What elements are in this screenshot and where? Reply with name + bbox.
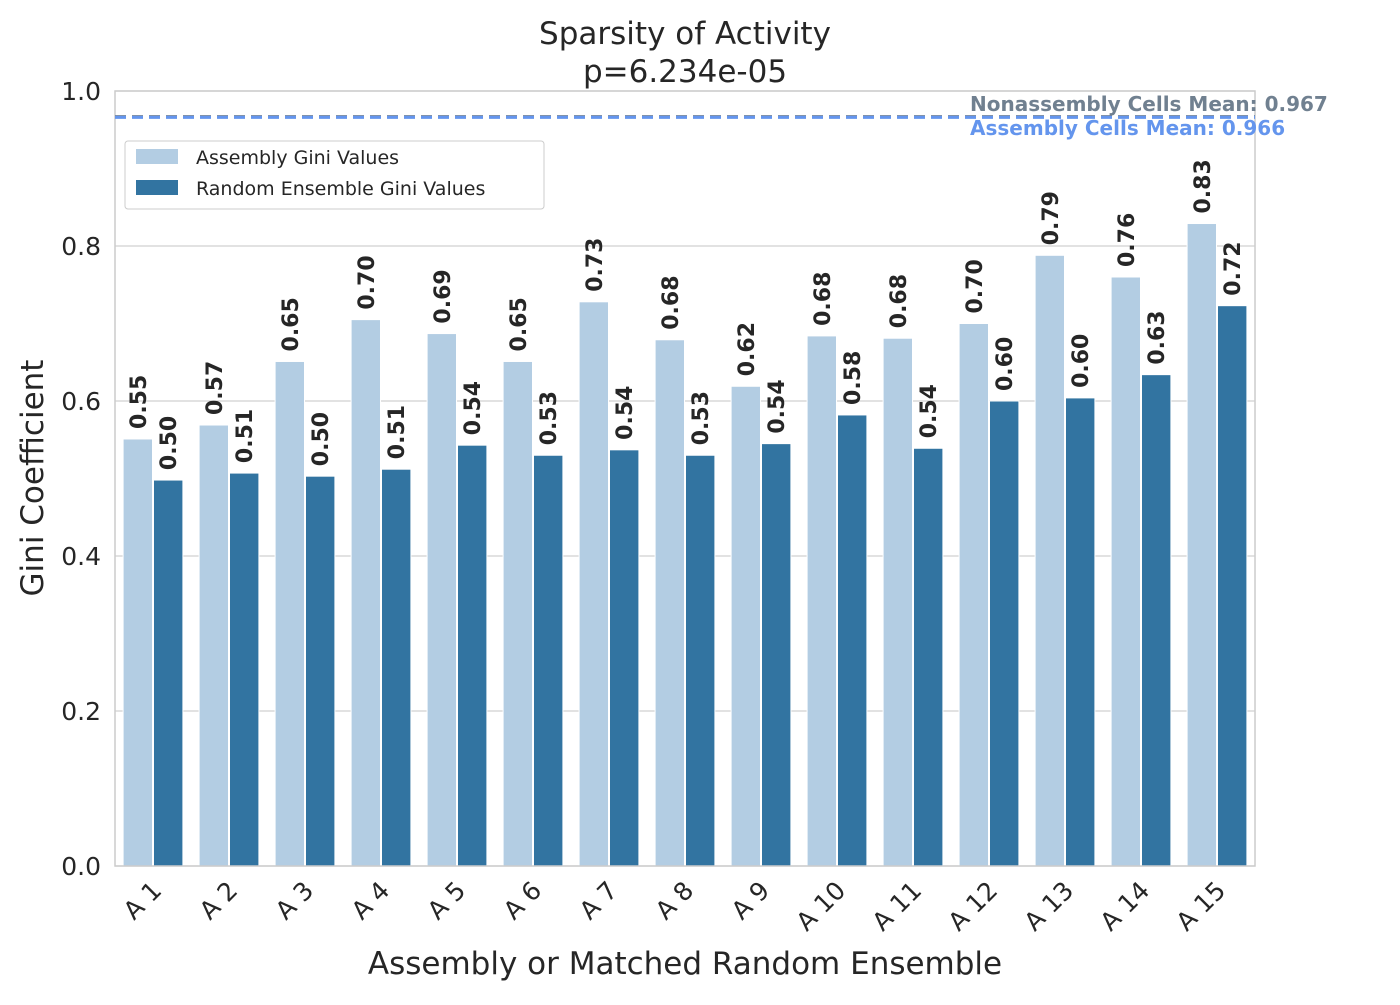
y-tick-label: 0.8 — [61, 232, 101, 261]
bar-assembly — [350, 319, 382, 867]
chart-title: Sparsity of Activity — [539, 16, 831, 52]
bar-value-label: 0.62 — [735, 322, 760, 376]
x-tick-label: A 9 — [726, 876, 775, 925]
bar-random — [609, 449, 640, 867]
bar-value-label: 0.50 — [157, 416, 182, 470]
bar-random — [1217, 305, 1248, 867]
bar-random — [913, 447, 944, 867]
bar-value-label: 0.58 — [841, 351, 866, 405]
y-tick-label: 1.0 — [61, 77, 101, 106]
bar-random — [1065, 397, 1096, 867]
bar-value-label: 0.50 — [309, 412, 334, 466]
legend-swatch — [136, 149, 178, 164]
bar-random — [457, 444, 488, 867]
bar-assembly — [198, 424, 230, 867]
bar-value-label: 0.79 — [1039, 191, 1064, 245]
mean-reference-label: Nonassembly Cells Mean: 0.967 — [970, 92, 1328, 116]
bar-value-label: 0.53 — [537, 391, 562, 445]
bar-assembly — [1110, 276, 1141, 867]
bar-value-label: 0.65 — [507, 297, 532, 351]
bar-value-label: 0.51 — [233, 409, 258, 463]
bar-value-label: 0.68 — [887, 274, 912, 328]
mean-reference-label: Assembly Cells Mean: 0.966 — [970, 116, 1285, 140]
y-tick-label: 0.6 — [61, 387, 101, 416]
bar-value-label: 0.76 — [1115, 213, 1140, 267]
bar-value-label: 0.54 — [765, 379, 790, 433]
bar-value-label: 0.51 — [385, 405, 410, 459]
bar-random — [229, 472, 260, 867]
bar-value-label: 0.54 — [917, 384, 942, 438]
legend-item-label: Assembly Gini Values — [196, 147, 399, 169]
bar-random — [761, 443, 792, 867]
y-tick-label: 0.0 — [61, 852, 101, 881]
bar-value-label: 0.73 — [583, 238, 608, 292]
y-tick-label: 0.2 — [61, 697, 101, 726]
bar-random — [685, 454, 716, 867]
legend-item-label: Random Ensemble Gini Values — [196, 178, 485, 200]
x-tick-label: A 10 — [791, 876, 852, 937]
bar-assembly — [882, 337, 913, 867]
x-tick-label: A 8 — [650, 876, 699, 925]
bar-value-label: 0.68 — [811, 272, 836, 326]
bar-random — [153, 479, 184, 867]
y-tick-label: 0.4 — [61, 542, 101, 571]
bar-value-label: 0.63 — [1145, 310, 1170, 364]
bar-assembly — [426, 333, 458, 867]
bar-random — [1141, 374, 1172, 867]
bar-assembly — [578, 301, 609, 867]
bar-value-label: 0.65 — [279, 297, 304, 351]
x-tick-label: A 3 — [270, 876, 319, 925]
bar-assembly — [122, 438, 153, 867]
plot-frame — [114, 90, 1256, 867]
x-tick-label: A 14 — [1095, 876, 1156, 937]
bar-value-label: 0.54 — [461, 381, 486, 435]
legend-box — [124, 140, 545, 210]
bar-value-label: 0.70 — [963, 259, 988, 313]
x-tick-label: A 1 — [118, 876, 167, 925]
x-tick-label: A 2 — [194, 876, 243, 925]
legend-swatch — [136, 180, 178, 195]
x-tick-label: A 7 — [574, 876, 623, 925]
bar-assembly — [274, 360, 306, 867]
bar-value-label: 0.69 — [431, 269, 456, 323]
chart-subtitle: p=6.234e-05 — [583, 54, 787, 90]
bar-assembly — [502, 360, 534, 867]
bar-assembly — [1186, 223, 1217, 867]
bar-assembly — [958, 323, 989, 867]
bar-random — [989, 400, 1020, 867]
x-axis-label: Assembly or Matched Random Ensemble — [368, 946, 1002, 982]
x-tick-label: A 15 — [1171, 876, 1232, 937]
bar-random — [533, 454, 564, 867]
bar-value-label: 0.72 — [1221, 241, 1246, 295]
bar-value-label: 0.57 — [203, 361, 228, 415]
bar-value-label: 0.55 — [127, 375, 152, 429]
x-tick-label: A 6 — [498, 876, 547, 925]
bar-value-label: 0.68 — [659, 275, 684, 329]
bar-random — [381, 468, 412, 867]
bar-random — [837, 414, 868, 867]
x-tick-label: A 11 — [867, 876, 928, 937]
bar-value-label: 0.60 — [1069, 334, 1094, 388]
y-axis-label: Gini Coefficient — [15, 360, 51, 597]
x-tick-label: A 12 — [943, 876, 1004, 937]
bar-value-label: 0.83 — [1191, 159, 1216, 213]
x-tick-label: A 13 — [1019, 876, 1080, 937]
bar-random — [305, 475, 336, 867]
bar-value-label: 0.70 — [355, 255, 380, 309]
x-tick-label: A 5 — [422, 876, 471, 925]
bar-assembly — [806, 335, 837, 867]
bar-value-label: 0.54 — [613, 386, 638, 440]
bar-assembly — [654, 339, 685, 867]
x-tick-label: A 4 — [346, 876, 395, 925]
bar-assembly — [1034, 254, 1065, 867]
bar-value-label: 0.53 — [689, 391, 714, 445]
bar-assembly — [730, 385, 761, 867]
bar-value-label: 0.60 — [993, 337, 1018, 391]
